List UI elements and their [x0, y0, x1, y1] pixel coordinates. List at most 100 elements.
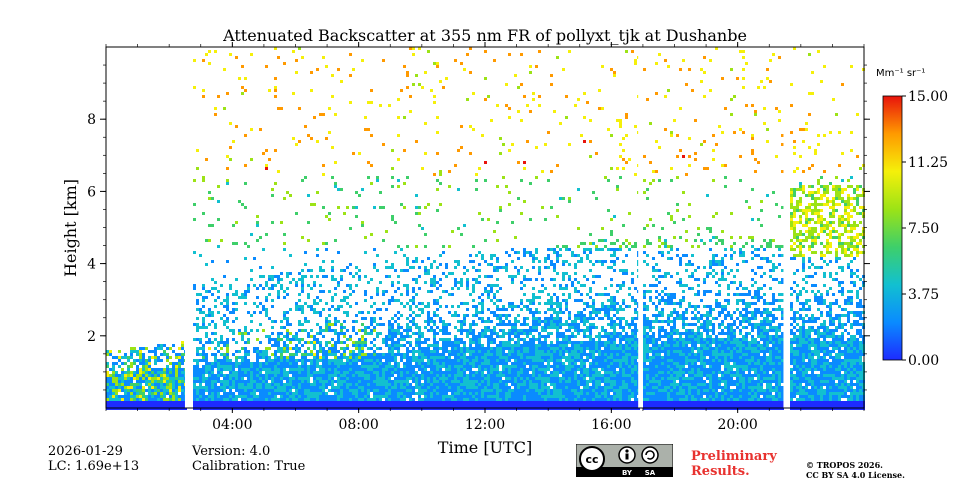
- heatmap-cell: [442, 401, 445, 404]
- heatmap-cell: [259, 395, 262, 398]
- heatmap-cell: [520, 392, 523, 395]
- heatmap-cell: [373, 353, 376, 356]
- heatmap-cell: [478, 212, 481, 215]
- heatmap-cell: [487, 95, 490, 98]
- heatmap-cell: [211, 311, 214, 314]
- heatmap-cell: [178, 353, 181, 356]
- heatmap-cell: [583, 359, 586, 362]
- heatmap-cell: [463, 368, 466, 371]
- heatmap-cell: [583, 116, 586, 119]
- heatmap-cell: [598, 383, 601, 386]
- heatmap-cell: [547, 368, 550, 371]
- heatmap-cell: [523, 380, 526, 383]
- heatmap-cell: [256, 356, 259, 359]
- heatmap-cell: [550, 170, 553, 173]
- heatmap-cell: [367, 392, 370, 395]
- heatmap-cell: [313, 401, 316, 404]
- heatmap-cell: [217, 200, 220, 203]
- heatmap-cell: [565, 329, 568, 332]
- heatmap-cell: [358, 365, 361, 368]
- heatmap-cell: [547, 335, 550, 338]
- heatmap-cell: [178, 395, 181, 398]
- heatmap-cell: [469, 125, 472, 128]
- heatmap-cell: [583, 398, 586, 401]
- heatmap-cell: [544, 365, 547, 368]
- heatmap-cell: [421, 260, 424, 263]
- heatmap-cell: [553, 365, 556, 368]
- heatmap-cell: [115, 371, 118, 374]
- heatmap-cell: [214, 356, 217, 359]
- heatmap-cell: [241, 374, 244, 377]
- heatmap-cell: [598, 293, 601, 296]
- heatmap-cell: [448, 185, 451, 188]
- heatmap-cell: [121, 374, 124, 377]
- heatmap-cell: [328, 218, 331, 221]
- heatmap-cell: [211, 398, 214, 401]
- heatmap-cell: [358, 341, 361, 344]
- heatmap-cell: [427, 302, 430, 305]
- heatmap-cell: [313, 311, 316, 314]
- heatmap-cell: [412, 371, 415, 374]
- heatmap-cell: [166, 374, 169, 377]
- heatmap-cell: [550, 278, 553, 281]
- heatmap-cell: [403, 254, 406, 257]
- heatmap-cell: [466, 368, 469, 371]
- heatmap-cell: [301, 392, 304, 395]
- heatmap-cell: [109, 353, 112, 356]
- heatmap-cell: [214, 386, 217, 389]
- heatmap-cell: [268, 389, 271, 392]
- heatmap-cell: [193, 323, 196, 326]
- heatmap-cell: [253, 374, 256, 377]
- heatmap-cell: [595, 404, 598, 407]
- heatmap-cell: [367, 404, 370, 407]
- heatmap-cell: [364, 326, 367, 329]
- heatmap-cell: [409, 395, 412, 398]
- heatmap-cell: [283, 395, 286, 398]
- heatmap-cell: [349, 392, 352, 395]
- heatmap-cell: [508, 191, 511, 194]
- heatmap-cell: [136, 404, 139, 407]
- heatmap-cell: [322, 173, 325, 176]
- heatmap-cell: [430, 320, 433, 323]
- heatmap-cell: [277, 404, 280, 407]
- heatmap-cell: [385, 335, 388, 338]
- heatmap-cell: [250, 377, 253, 380]
- heatmap-cell: [466, 365, 469, 368]
- heatmap-cell: [130, 380, 133, 383]
- heatmap-cell: [595, 326, 598, 329]
- heatmap-cell: [520, 377, 523, 380]
- heatmap-cell: [592, 305, 595, 308]
- heatmap-cell: [292, 362, 295, 365]
- heatmap-cell: [283, 296, 286, 299]
- heatmap-cell: [382, 377, 385, 380]
- heatmap-cell: [418, 344, 421, 347]
- heatmap-cell: [490, 362, 493, 365]
- heatmap-cell: [484, 98, 487, 101]
- heatmap-cell: [181, 374, 184, 377]
- heatmap-cell: [277, 338, 280, 341]
- heatmap-cell: [427, 317, 430, 320]
- heatmap-cell: [295, 383, 298, 386]
- heatmap-cell: [175, 368, 178, 371]
- heatmap-cell: [139, 374, 142, 377]
- heatmap-cell: [400, 398, 403, 401]
- heatmap-cell: [565, 341, 568, 344]
- heatmap-cell: [436, 302, 439, 305]
- heatmap-cell: [181, 395, 184, 398]
- heatmap-cell: [445, 362, 448, 365]
- heatmap-cell: [487, 353, 490, 356]
- heatmap-cell: [430, 371, 433, 374]
- heatmap-cell: [451, 362, 454, 365]
- heatmap-cell: [304, 380, 307, 383]
- heatmap-cell: [289, 272, 292, 275]
- heatmap-cell: [385, 380, 388, 383]
- heatmap-cell: [364, 299, 367, 302]
- heatmap-cell: [283, 398, 286, 401]
- heatmap-cell: [145, 383, 148, 386]
- heatmap-cell: [529, 302, 532, 305]
- heatmap-cell: [154, 353, 157, 356]
- heatmap-cell: [373, 398, 376, 401]
- heatmap-cell: [595, 248, 598, 251]
- heatmap-cell: [121, 356, 124, 359]
- heatmap-cell: [526, 140, 529, 143]
